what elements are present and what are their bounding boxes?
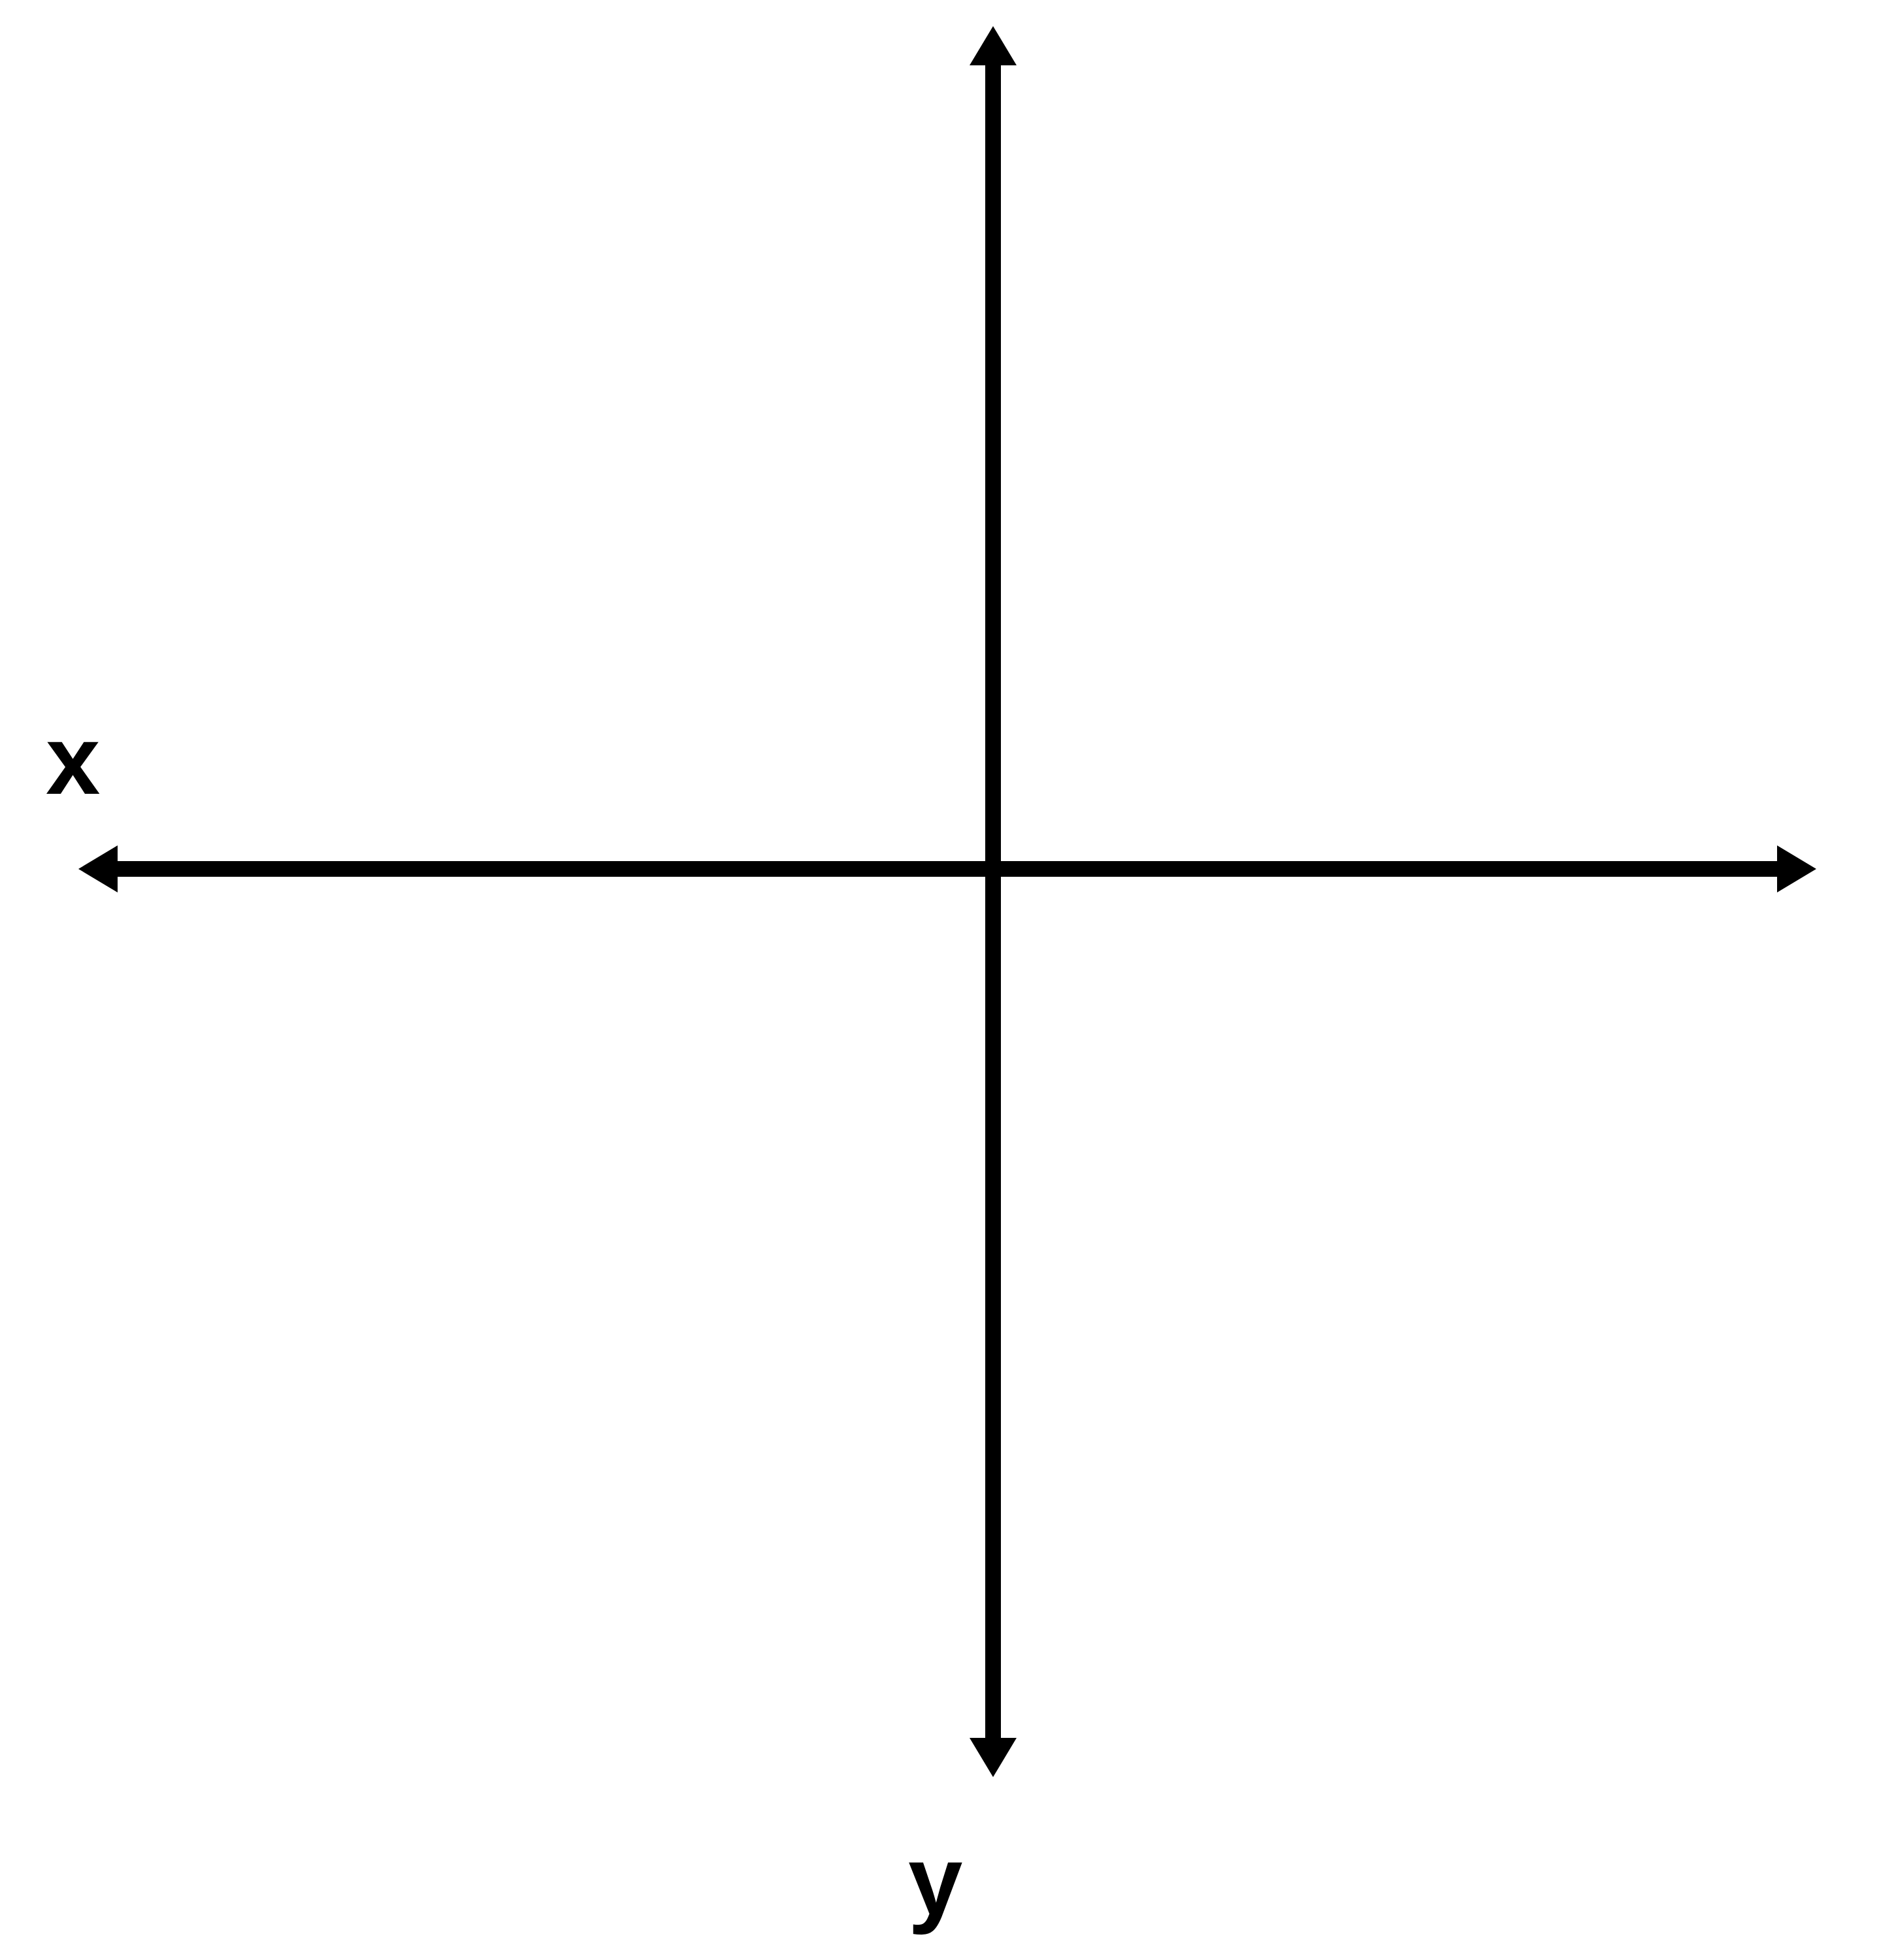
x-axis-label: x [46,705,100,815]
y-axis-label: y [908,1825,962,1935]
background [0,0,1879,1960]
coordinate-axes-diagram: x y [0,0,1879,1960]
